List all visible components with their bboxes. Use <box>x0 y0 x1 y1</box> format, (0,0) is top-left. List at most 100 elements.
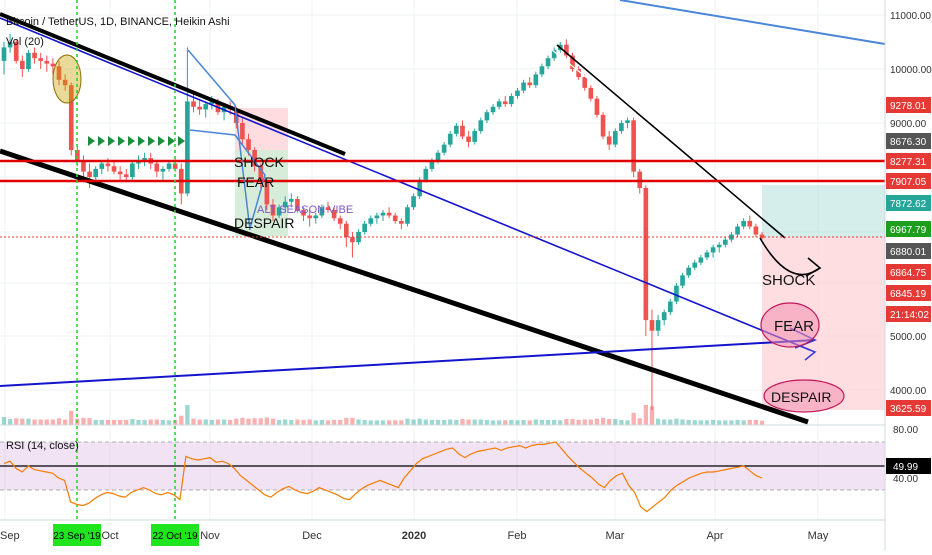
volume-bar <box>203 419 208 425</box>
candle-body <box>197 106 202 110</box>
volume-bar <box>209 419 214 425</box>
volume-bar <box>423 419 428 425</box>
y-tick-label: 10000.00 <box>890 65 932 76</box>
candle-body <box>105 163 111 167</box>
green-flag <box>108 136 115 146</box>
fear-arrow-2 <box>794 343 817 361</box>
volume-bar <box>655 418 661 425</box>
candle-body <box>423 168 429 180</box>
time-axis: Sep Oct Nov Dec 2020 Feb Mar Apr May 23 Sep '19 2… <box>0 519 885 546</box>
candle-body <box>735 226 740 235</box>
price-label-box <box>886 97 931 113</box>
candle-body <box>68 85 74 150</box>
x-tick-label: Mar <box>606 530 625 542</box>
candle-body <box>264 182 270 205</box>
candle-body <box>741 221 746 227</box>
candle-body <box>429 160 435 169</box>
volume-bar <box>613 419 618 425</box>
price-label-box <box>886 285 931 301</box>
volume-bar <box>166 420 172 425</box>
candle-body <box>698 257 704 263</box>
candle-body <box>405 207 410 224</box>
volume-bar <box>552 419 557 425</box>
candle-body <box>564 44 569 56</box>
volume-bar <box>380 420 386 425</box>
candle-body <box>753 226 759 235</box>
price-label-box <box>886 221 931 237</box>
candle-body <box>490 106 496 113</box>
volume-bar <box>301 419 306 425</box>
candle-body <box>759 234 765 239</box>
volume-bar <box>20 418 25 425</box>
green-flag <box>168 136 175 146</box>
volume-bar <box>759 420 765 425</box>
volume-bar <box>252 418 257 425</box>
candle-body <box>502 101 508 105</box>
volume-bar <box>460 419 465 425</box>
volume-bar <box>338 419 343 425</box>
candle-body <box>399 221 404 224</box>
price-label-text: 6864.75 <box>890 268 927 279</box>
candle-body <box>582 77 588 88</box>
candle-body <box>240 123 245 140</box>
candle-body <box>270 204 276 216</box>
feb-black-downtrend <box>556 44 786 239</box>
candle-body <box>619 123 624 132</box>
volume-bar <box>564 419 569 425</box>
green-flag <box>98 136 105 146</box>
date-marker-box <box>151 524 199 546</box>
volume-bar <box>191 418 196 425</box>
volume-bar <box>698 420 704 425</box>
price-label-text: 6845.19 <box>890 289 927 300</box>
volume-bar <box>399 420 404 425</box>
green-flag <box>88 136 95 146</box>
sep-highlight-ellipse <box>52 54 82 104</box>
candle-body <box>117 171 123 175</box>
volume-bar <box>258 418 263 425</box>
price-label-text: 21:14:02 <box>890 310 929 321</box>
candle-body <box>435 152 441 161</box>
candle-body <box>527 82 533 86</box>
volume-bar <box>38 419 43 425</box>
top-right-blue-line <box>619 0 886 45</box>
annotation-fear-right: FEAR <box>774 318 814 335</box>
price-label-box <box>886 243 931 259</box>
volume-bar <box>405 418 410 425</box>
candle-body <box>356 232 361 243</box>
feb-white-line <box>551 49 641 121</box>
candle-body <box>313 215 319 219</box>
price-axis: 11000.0010000.009000.008000.005000.00400… <box>884 0 932 550</box>
volume-bar <box>111 419 117 425</box>
x-tick-label: Sep <box>0 530 20 542</box>
volume-bar <box>692 420 697 425</box>
volume-bar <box>503 420 508 425</box>
volume-bar <box>1 417 7 425</box>
volume-bar <box>87 418 92 425</box>
annotation-despair-right: DESPAIR <box>771 389 831 405</box>
candle-body <box>515 90 520 96</box>
volume-bar <box>319 419 325 425</box>
rsi-current-label: 49.99 <box>893 462 918 473</box>
candle-body <box>386 212 392 216</box>
y-tick-label: 9000.00 <box>890 119 927 130</box>
candle-body <box>56 66 62 80</box>
volume-bar <box>545 419 551 425</box>
volume-bar <box>417 418 422 425</box>
candle-body <box>142 158 147 161</box>
volume-bar <box>221 419 227 425</box>
price-label-text: 6967.79 <box>890 225 927 236</box>
volume-bar <box>246 418 251 425</box>
volume-bar <box>105 419 111 425</box>
candle-body <box>484 112 490 121</box>
volume-bar <box>576 419 581 425</box>
candle-body <box>93 168 99 177</box>
grid <box>0 0 885 520</box>
candle-body <box>75 150 80 161</box>
volume-bar <box>374 420 380 425</box>
rsi-pane <box>0 424 885 513</box>
candle-body <box>252 150 257 167</box>
volume-bar <box>607 419 612 425</box>
candle-body <box>203 104 209 110</box>
candle-body <box>631 120 636 172</box>
annotation-shock-left: SHOCK <box>234 154 284 170</box>
